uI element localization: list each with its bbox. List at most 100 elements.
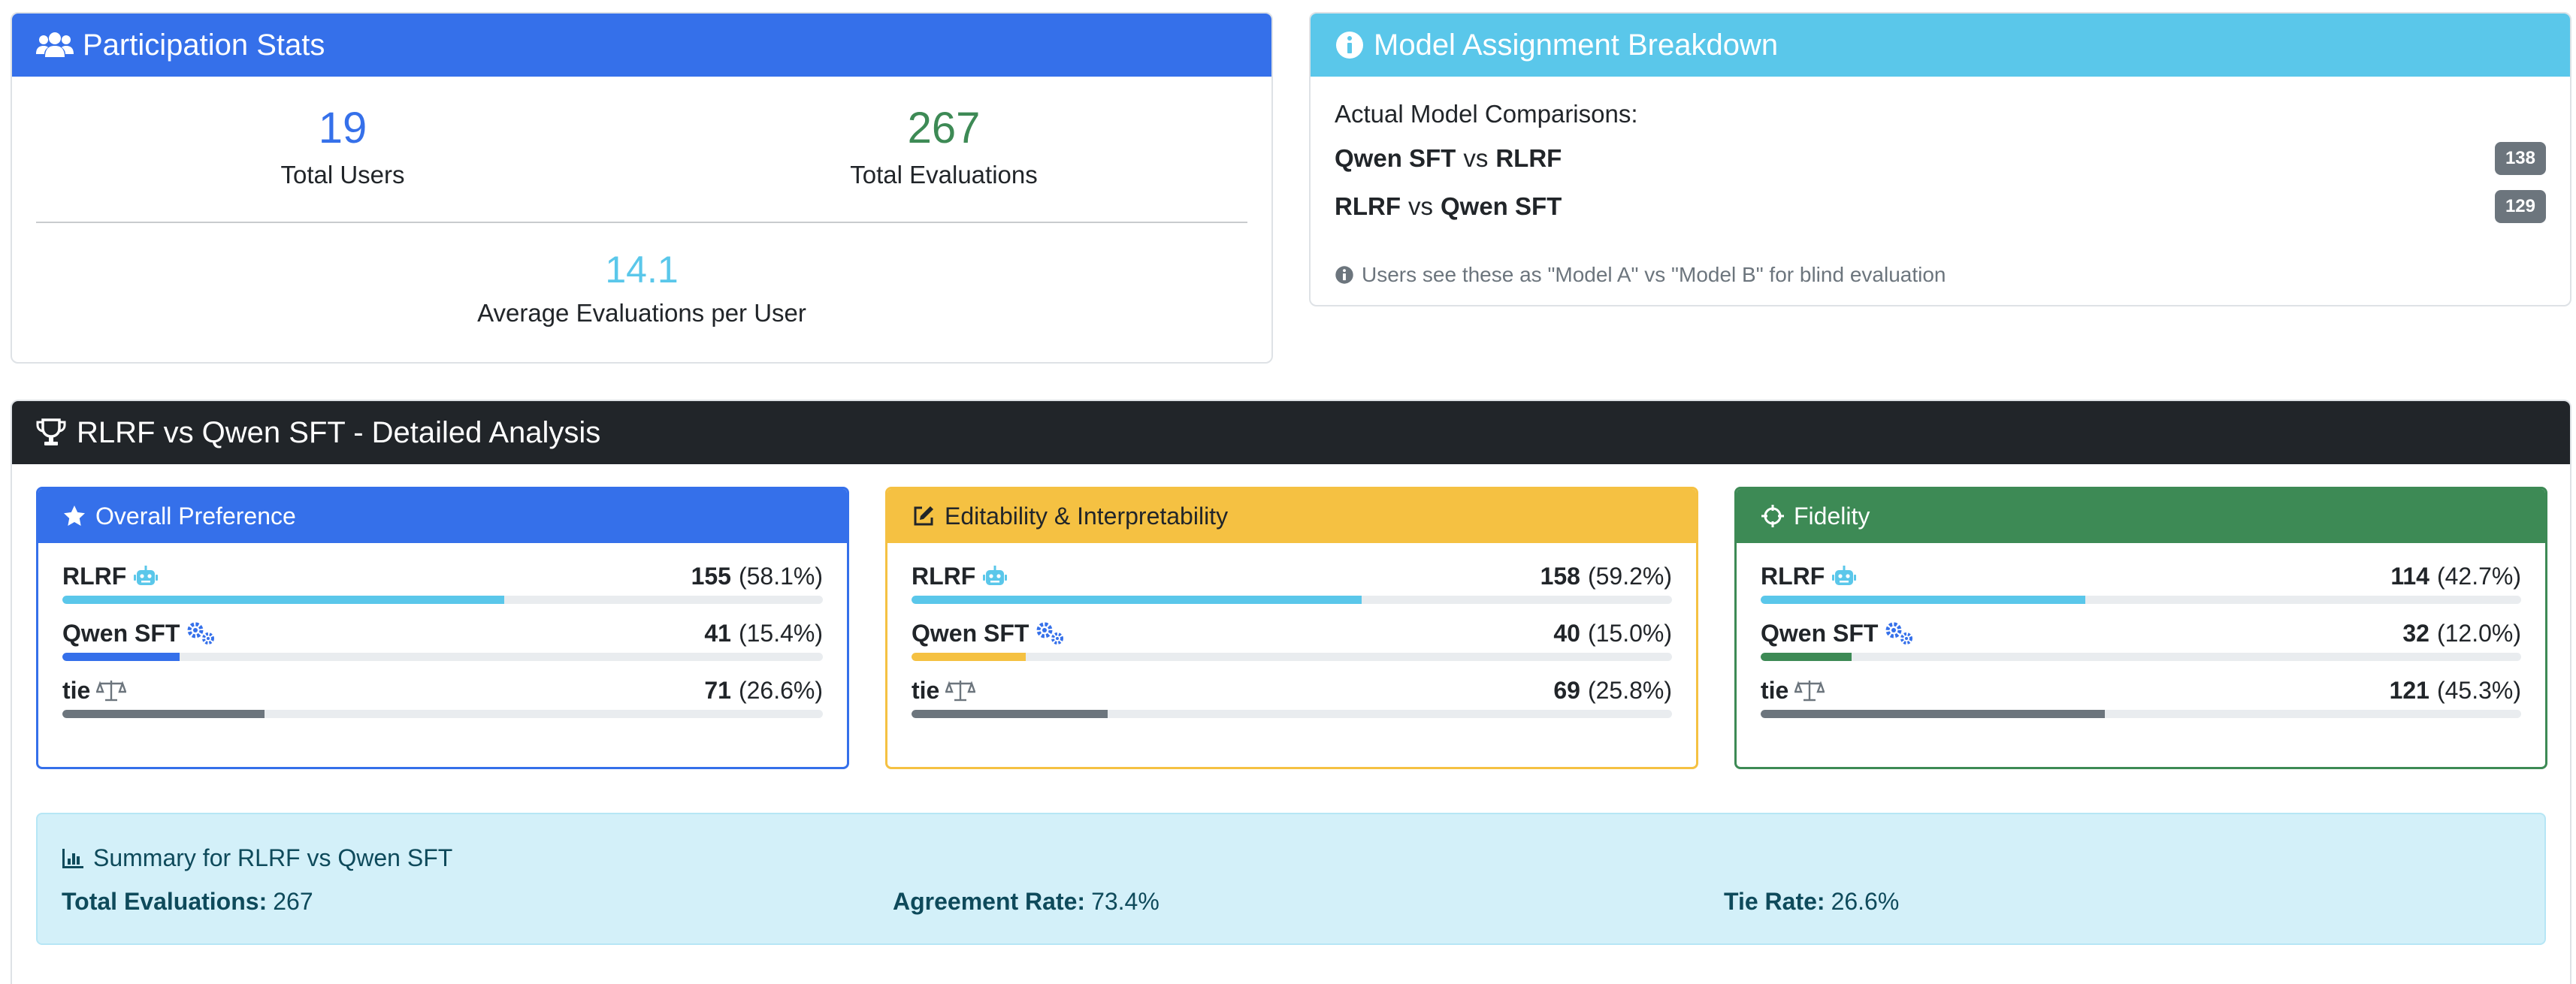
option-count: 71 [704, 676, 731, 704]
progress-track [1761, 653, 2521, 661]
trophy-icon [35, 418, 68, 448]
progress-track [912, 653, 1672, 661]
progress-fill [1761, 710, 2106, 718]
option-value: 114 (42.7%) [2390, 563, 2521, 590]
progress-track [62, 596, 823, 604]
progress-fill [912, 596, 1362, 604]
option-count: 121 [2389, 676, 2429, 704]
summary-tie-value: 26.6% [1831, 888, 1900, 915]
balance-scale-icon [1794, 678, 1825, 702]
star-icon [62, 504, 86, 528]
cogs-icon [186, 620, 217, 646]
option-name: RLRF [1761, 562, 1825, 590]
option-rlrf: RLRF 155 (58.1%) [62, 560, 823, 612]
info-circle-icon [1335, 30, 1365, 60]
total-evaluations-label: Total Evaluations [850, 161, 1038, 189]
participation-stats-title: Participation Stats [83, 28, 325, 62]
metric-header: Overall Preference [38, 489, 847, 543]
total-evaluations-value: 267 [907, 104, 981, 152]
summary-tie-label: Tie Rate: [1724, 888, 1825, 915]
crosshairs-icon [1761, 504, 1785, 528]
option-tie: tie 121 (45.3%) [1761, 674, 2521, 726]
option-qwen-sft: Qwen SFT 32 (12.0%) [1761, 617, 2521, 669]
option-tie: tie 69 (25.8%) [912, 674, 1672, 726]
summary-total-value: 267 [273, 888, 313, 915]
summary-title: Summary for RLRF vs Qwen SFT [62, 844, 452, 872]
option-value: 71 (26.6%) [704, 677, 823, 705]
option-value: 158 (59.2%) [1540, 563, 1672, 590]
option-qwen-sft: Qwen SFT 40 (15.0%) [912, 617, 1672, 669]
option-count: 32 [2402, 619, 2429, 647]
robot-icon [1831, 565, 1858, 587]
progress-fill [62, 596, 504, 604]
robot-icon [132, 565, 159, 587]
comparison-vs: vs [1407, 192, 1433, 220]
actual-comparisons-label: Actual Model Comparisons: [1335, 100, 1638, 128]
comparison-model-a: RLRF [1335, 192, 1401, 220]
balance-scale-icon [96, 678, 127, 702]
comparison-model-b: RLRF [1495, 144, 1562, 172]
option-value: 121 (45.3%) [2390, 677, 2521, 705]
summary-agreement-value: 73.4% [1091, 888, 1160, 915]
total-users-label: Total Users [280, 161, 405, 189]
balance-scale-icon [945, 678, 976, 702]
progress-track [62, 710, 823, 718]
option-rlrf: RLRF 158 (59.2%) [912, 560, 1672, 612]
option-percent: (59.2%) [1587, 562, 1672, 590]
option-percent: (12.0%) [2436, 619, 2521, 647]
metric-header: Fidelity [1737, 489, 2545, 543]
total-evaluations-stat: 267 Total Evaluations [658, 102, 1229, 189]
option-count: 114 [2390, 562, 2429, 590]
comparison-model-a: Qwen SFT [1335, 144, 1456, 172]
option-name: tie [62, 676, 91, 704]
progress-fill [1761, 653, 1852, 661]
progress-fill [912, 710, 1108, 718]
option-name: tie [1761, 676, 1789, 704]
progress-track [1761, 596, 2521, 604]
option-tie: tie 71 (26.6%) [62, 674, 823, 726]
progress-fill [62, 653, 180, 661]
comparison-model-b: Qwen SFT [1440, 192, 1562, 220]
option-count: 41 [704, 619, 731, 647]
summary-agreement-rate: Agreement Rate: 73.4% [893, 888, 1160, 916]
participation-stats-card: Participation Stats 19 Total Users 267 T… [11, 12, 1273, 364]
option-count: 158 [1540, 562, 1580, 590]
option-percent: (25.8%) [1587, 676, 1672, 704]
option-percent: (45.3%) [2436, 676, 2521, 704]
model-assignment-card: Model Assignment Breakdown Actual Model … [1309, 12, 2571, 306]
option-value: 40 (15.0%) [1553, 620, 1672, 647]
avg-evaluations-label: Average Evaluations per User [477, 299, 806, 327]
option-name: RLRF [62, 562, 127, 590]
model-assignment-header: Model Assignment Breakdown [1311, 14, 2570, 77]
summary-title-text: Summary for RLRF vs Qwen SFT [93, 844, 453, 871]
model-assignment-title: Model Assignment Breakdown [1374, 28, 1779, 62]
option-count: 40 [1553, 619, 1580, 647]
option-count: 69 [1553, 676, 1580, 704]
option-name: Qwen SFT [912, 619, 1029, 647]
total-users-stat: 19 Total Users [57, 102, 628, 189]
info-circle-icon [1335, 265, 1354, 285]
option-value: 41 (15.4%) [704, 620, 823, 647]
option-percent: (26.6%) [738, 676, 823, 704]
option-qwen-sft: Qwen SFT 41 (15.4%) [62, 617, 823, 669]
blind-evaluation-note-text: Users see these as "Model A" vs "Model B… [1362, 263, 1946, 286]
metric-card-overall-preference: Overall Preference RLRF 155 (58.1%) Qwen … [36, 487, 849, 769]
option-rlrf: RLRF 114 (42.7%) [1761, 560, 2521, 612]
progress-fill [1761, 596, 2086, 604]
comparison-count-badge: 129 [2494, 190, 2546, 223]
metric-title: Editability & Interpretability [945, 502, 1229, 530]
metric-card-editability: Editability & Interpretability RLRF 158(… [885, 487, 1698, 769]
progress-track [912, 710, 1672, 718]
cogs-icon [1035, 620, 1066, 646]
blind-evaluation-note: Users see these as "Model A" vs "Model B… [1335, 263, 1946, 287]
option-value: 32 (12.0%) [2402, 620, 2521, 647]
option-count: 155 [691, 562, 731, 590]
progress-track [62, 653, 823, 661]
option-name: tie [912, 676, 940, 704]
summary-total-evaluations: Total Evaluations: 267 [62, 888, 313, 916]
metric-title: Fidelity [1794, 502, 1870, 530]
comparison-row: RLRF vs Qwen SFT 129 [1335, 188, 2546, 225]
option-percent: (58.1%) [738, 562, 823, 590]
option-value: 155 (58.1%) [691, 563, 823, 590]
progress-fill [912, 653, 1026, 661]
